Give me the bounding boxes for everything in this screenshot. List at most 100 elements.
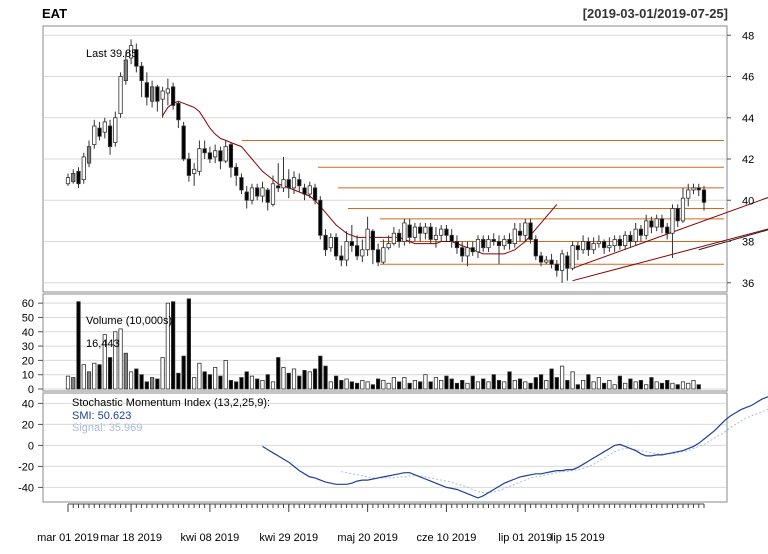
- candle-body: [234, 167, 237, 175]
- volume-tick-label: 30: [22, 341, 34, 353]
- volume-bar: [156, 379, 159, 389]
- candle-body: [77, 171, 80, 183]
- candle-body: [566, 256, 569, 268]
- candle-body: [608, 246, 611, 248]
- price-tick-label: 36: [742, 278, 754, 290]
- volume-bar: [182, 356, 185, 389]
- candle-body: [418, 227, 421, 233]
- volume-bar: [98, 365, 101, 389]
- candle-body: [376, 250, 379, 262]
- candle-body: [140, 66, 143, 80]
- volume-bar: [387, 383, 390, 389]
- volume-bar: [434, 378, 437, 389]
- candle-body: [93, 126, 96, 145]
- volume-bar: [161, 358, 164, 389]
- volume-bar: [198, 363, 201, 389]
- candle-body: [329, 237, 332, 247]
- candle-body: [681, 198, 684, 221]
- candle-body: [629, 235, 632, 241]
- candle-body: [208, 153, 211, 159]
- candle-body: [550, 260, 553, 264]
- candle-body: [487, 239, 490, 247]
- candle-body: [87, 147, 90, 164]
- candle-body: [266, 190, 269, 202]
- candle-body: [66, 178, 69, 184]
- volume-bar: [581, 380, 584, 389]
- smi-tick-label: -20: [18, 461, 34, 473]
- candle-body: [660, 219, 663, 227]
- volume-bar: [261, 380, 264, 389]
- candle-body: [355, 246, 358, 256]
- candle-body: [450, 235, 453, 241]
- x-tick-label: cze 10 2019: [416, 532, 476, 544]
- volume-tick-label: 20: [22, 355, 34, 367]
- volume-bar: [455, 383, 458, 389]
- volume-bar: [466, 383, 469, 389]
- candle-body: [261, 188, 264, 196]
- candle-body: [665, 227, 668, 233]
- volume-bar: [298, 376, 301, 389]
- volume-bar: [429, 382, 432, 389]
- candle-body: [445, 229, 448, 235]
- candle-body: [476, 239, 479, 251]
- volume-bar: [366, 382, 369, 389]
- volume-bar: [618, 376, 621, 389]
- candle-body: [513, 229, 516, 243]
- candle-body: [508, 239, 511, 243]
- volume-bar: [644, 385, 647, 389]
- candle-body: [413, 227, 416, 237]
- volume-bar: [681, 382, 684, 389]
- volume-bar: [697, 385, 700, 389]
- volume-bar: [192, 378, 195, 389]
- candle-body: [571, 246, 574, 269]
- volume-bar: [613, 385, 616, 389]
- volume-label: Volume (10,000s):: [86, 315, 175, 327]
- volume-bar: [497, 380, 500, 389]
- candle-body: [340, 256, 343, 260]
- volume-bar: [461, 380, 464, 389]
- candle-body: [145, 83, 148, 97]
- volume-bar: [282, 368, 285, 389]
- volume-bar: [313, 369, 316, 389]
- volume-bar: [634, 382, 637, 389]
- candle-body: [524, 223, 527, 235]
- smi-value: SMI: 50.623: [72, 410, 131, 422]
- volume-bar: [355, 383, 358, 389]
- volume-bar: [439, 380, 442, 389]
- candle-body: [687, 190, 690, 198]
- volume-bar: [597, 378, 600, 389]
- volume-bar: [571, 372, 574, 389]
- volume-value: 16,443: [86, 338, 120, 350]
- price-tick-label: 46: [742, 72, 754, 84]
- volume-bar: [592, 382, 595, 389]
- volume-bar: [376, 379, 379, 389]
- volume-bar: [361, 380, 364, 389]
- candle-body: [424, 227, 427, 233]
- volume-bar: [303, 370, 306, 389]
- signal-value: Signal: 35.969: [72, 422, 142, 434]
- candle-body: [702, 190, 705, 202]
- candle-body: [82, 157, 85, 180]
- candle-body: [108, 126, 111, 147]
- volume-bar: [397, 382, 400, 389]
- volume-tick-label: 50: [22, 312, 34, 324]
- volume-bar: [518, 379, 521, 389]
- volume-bar: [476, 382, 479, 389]
- candle-body: [256, 188, 259, 196]
- candle-body: [534, 239, 537, 256]
- candle-body: [282, 180, 285, 188]
- volume-bar: [140, 375, 143, 389]
- candle-body: [119, 77, 122, 114]
- candle-body: [429, 227, 432, 239]
- volume-bar: [124, 353, 127, 389]
- candle-body: [382, 248, 385, 262]
- candle-body: [103, 122, 106, 132]
- volume-bar: [418, 382, 421, 389]
- volume-bar: [319, 356, 322, 389]
- candle-body: [203, 149, 206, 153]
- volume-bar: [513, 380, 516, 389]
- volume-bar: [250, 376, 253, 389]
- volume-bar: [345, 379, 348, 389]
- volume-bar: [371, 385, 374, 389]
- candle-body: [518, 231, 521, 235]
